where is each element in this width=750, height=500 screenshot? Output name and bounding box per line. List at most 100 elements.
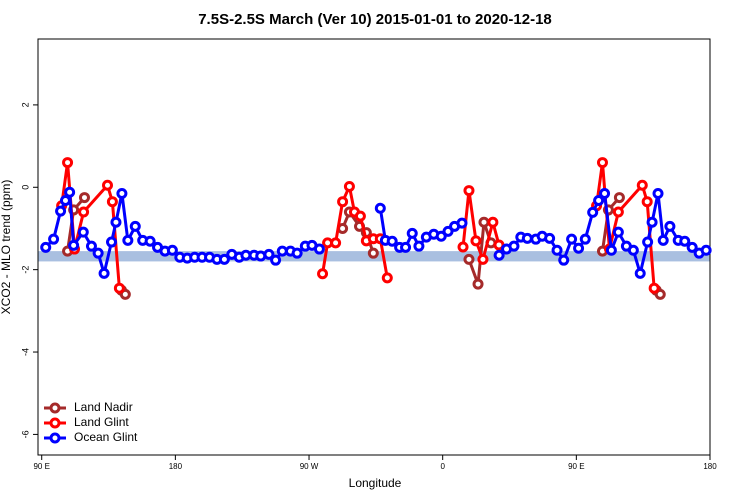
point [686,241,698,253]
point [487,216,499,228]
y-axis-label: XCO2 - MLO trend (ppm) [0,180,13,315]
point [413,240,425,252]
point [106,236,118,248]
point [593,194,605,206]
point [521,232,533,244]
point [406,227,418,239]
point [64,186,76,198]
point [457,241,469,253]
point [508,240,520,252]
point [472,278,484,290]
point [106,196,118,208]
point [144,235,156,247]
point [646,216,658,228]
point [337,196,349,208]
point [313,243,325,255]
point [62,157,74,169]
point [544,232,556,244]
y-tick-label: -4 [20,348,30,356]
point [59,194,71,206]
point [551,244,563,256]
point [493,249,505,261]
point [636,179,648,191]
point [48,233,60,245]
point [573,242,585,254]
point [102,179,114,191]
point [270,254,282,266]
legend-marker [49,432,61,444]
point [435,230,447,242]
legend-marker [49,417,61,429]
point [612,206,624,218]
point [122,234,134,246]
point [119,288,131,300]
point [463,253,475,265]
point [317,268,329,280]
point [77,226,89,238]
point [343,180,355,192]
point [558,254,570,266]
point [579,233,591,245]
point [374,202,386,214]
point [85,240,97,252]
point [129,220,141,232]
point [679,235,691,247]
x-axis-label: Longitude [349,476,402,490]
point [78,192,90,204]
x-tick-label: 90 E [33,462,49,471]
point [477,253,489,265]
x-tick-label: 90 E [568,462,584,471]
point [641,196,653,208]
point [166,244,178,256]
point [657,234,669,246]
point [68,239,80,251]
point [605,244,617,256]
legend-label: Land Nadir [74,400,133,414]
point [700,244,712,256]
point [330,237,342,249]
point [386,235,398,247]
point [652,187,664,199]
point [613,192,625,204]
x-tick-label: 0 [440,462,445,471]
point [627,244,639,256]
point [596,157,608,169]
legend-label: Land Glint [74,415,129,429]
legend-label: Ocean Glint [74,430,138,444]
point [291,247,303,259]
point [110,216,122,228]
point [634,267,646,279]
point [354,210,366,222]
y-tick-label: -2 [20,266,30,274]
point [78,206,90,218]
point [55,205,67,217]
chart-title: 7.5S-2.5S March (Ver 10) 2015-01-01 to 2… [198,11,552,28]
point [642,236,654,248]
point [566,233,578,245]
point [116,187,128,199]
point [456,217,468,229]
point [470,235,482,247]
point [92,247,104,259]
point [400,241,412,253]
point [113,282,125,294]
point [664,220,676,232]
point [263,248,275,260]
point [654,288,666,300]
x-tick-label: 180 [169,462,183,471]
point [648,282,660,294]
point [218,253,230,265]
point [587,206,599,218]
point [478,216,490,228]
point [381,272,393,284]
point [599,187,611,199]
y-tick-label: -6 [20,430,30,438]
x-tick-label: 180 [703,462,717,471]
y-tick-label: 0 [20,185,30,190]
point [612,226,624,238]
point [367,247,379,259]
point [463,185,475,197]
x-tick-label: 90 W [300,462,319,471]
y-tick-label: 2 [20,102,30,107]
